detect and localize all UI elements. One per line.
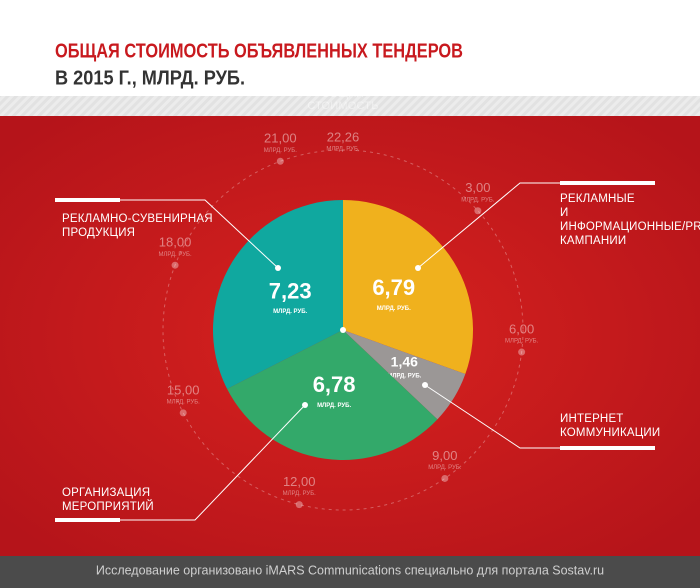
- slice-value: 6,78: [313, 372, 356, 397]
- pie-slice: [212, 200, 343, 389]
- center-dot: [340, 327, 346, 333]
- category-label: ИНТЕРНЕТ КОММУНИКАЦИИ: [560, 413, 661, 439]
- pie-slice: [343, 330, 466, 420]
- slice-value: 1,46: [391, 353, 418, 369]
- tick-unit: МЛРД. РУБ.: [167, 399, 201, 405]
- chart-subtitle: В 2015 Г., МЛРД. РУБ.: [55, 67, 245, 89]
- stripe-band: [0, 96, 700, 116]
- footer-text: Исследование организовано iMARS Communic…: [96, 563, 604, 577]
- chart-title: ОБЩАЯ СТОИМОСТЬ ОБЪЯВЛЕННЫХ ТЕНДЕРОВ: [55, 40, 463, 62]
- tick-unit: МЛРД. РУБ.: [158, 252, 192, 258]
- pie-slice: [227, 330, 438, 461]
- tick-dot: [171, 261, 179, 269]
- tick-label: 12,00: [283, 474, 316, 489]
- total-label: ОБЩАЯ СТОИМОСТЬ: [307, 88, 379, 112]
- category-label: РЕКЛАМНЫЕ И ИНФОРМАЦИОННЫЕ/PR КАМПАНИИ: [560, 193, 700, 247]
- footer-band: [0, 556, 700, 588]
- tick-dot: [179, 409, 187, 417]
- slice-value: 6,79: [372, 275, 415, 300]
- tick-label: 6,00: [509, 321, 534, 336]
- category-label: ОРГАНИЗАЦИЯ МЕРОПРИЯТИЙ: [62, 487, 154, 513]
- tick-label: 3,00: [465, 180, 490, 195]
- slice-unit: МЛРД. РУБ.: [273, 309, 307, 315]
- tick-label: 21,00: [264, 131, 297, 146]
- slice-unit: МЛРД. РУБ.: [377, 306, 411, 312]
- tick-label: 15,00: [167, 382, 200, 397]
- tick-unit: МЛРД. РУБ.: [505, 339, 539, 345]
- tick-unit: МЛРД. РУБ.: [264, 148, 298, 154]
- outer-ring: [162, 149, 524, 511]
- tick-unit: МЛРД. РУБ.: [326, 147, 360, 153]
- tick-label: 22,26: [327, 129, 360, 144]
- slice-value: 7,23: [269, 278, 312, 303]
- tick-dot: [276, 157, 284, 165]
- tick-dot: [474, 207, 482, 215]
- tick-unit: МЛРД. РУБ.: [283, 491, 317, 497]
- slice-unit: МЛРД. РУБ.: [317, 403, 351, 409]
- tick-label: 9,00: [432, 448, 457, 463]
- tick-dot: [518, 348, 526, 356]
- pie-slice: [343, 200, 474, 375]
- tick-dot: [295, 501, 303, 509]
- tick-unit: МЛРД. РУБ.: [428, 465, 462, 471]
- tick-unit: МЛРД. РУБ.: [461, 197, 495, 203]
- slice-unit: МЛРД. РУБ.: [387, 373, 421, 379]
- tick-label: 18,00: [159, 235, 192, 250]
- category-label: РЕКЛАМНО-СУВЕНИРНАЯ ПРОДУКЦИЯ: [62, 213, 213, 239]
- tick-dot: [441, 474, 449, 482]
